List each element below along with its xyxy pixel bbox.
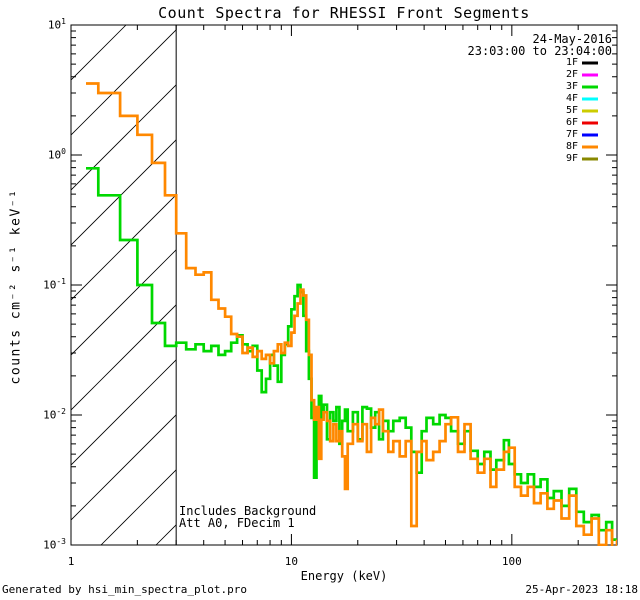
legend-label-7F: 7F: [565, 129, 578, 140]
x-tick-label-100: 100: [501, 555, 522, 568]
legend-label-5F: 5F: [565, 105, 578, 116]
series-3F-curve: [86, 166, 617, 541]
legend-label-6F: 6F: [565, 117, 578, 128]
y-tick-label-10e-1: 10-1: [43, 277, 66, 292]
y-tick-label-10e0: 100: [47, 147, 66, 162]
x-axis-label: Energy (keV): [300, 569, 388, 583]
y-tick-label-10e-3: 10-3: [43, 537, 66, 552]
series-8F-curve: [86, 82, 617, 546]
footer-datetime: 25-Apr-2023 18:18: [525, 583, 638, 596]
annotation-includes-background: Includes Background: [179, 504, 317, 518]
legend-date: 24-May-2016: [532, 32, 612, 46]
legend-label-8F: 8F: [565, 141, 578, 152]
low-energy-hatch: [71, 25, 177, 545]
y-tick-label-10e-2: 10-2: [43, 407, 66, 422]
legend-label-1F: 1F: [565, 57, 578, 68]
footer-generator-text: Generated by hsi_min_spectra_plot.pro: [2, 583, 248, 596]
x-tick-label-10: 10: [284, 555, 299, 568]
legend-label-9F: 9F: [565, 153, 578, 164]
annotation-attenuator-state: Att A0, FDecim 1: [179, 516, 295, 530]
legend-label-4F: 4F: [565, 93, 578, 104]
plot-frame: [70, 24, 618, 546]
y-axis-label: counts cm⁻² s⁻¹ keV⁻¹: [8, 188, 24, 385]
legend-label-3F: 3F: [565, 81, 578, 92]
y-tick-label-10e1: 101: [47, 17, 66, 32]
x-tick-label-1: 1: [67, 555, 75, 568]
legend-label-2F: 2F: [565, 69, 578, 80]
legend-time-range: 23:03:00 to 23:04:00: [467, 44, 613, 58]
chart-title: Count Spectra for RHESSI Front Segments: [158, 4, 530, 22]
